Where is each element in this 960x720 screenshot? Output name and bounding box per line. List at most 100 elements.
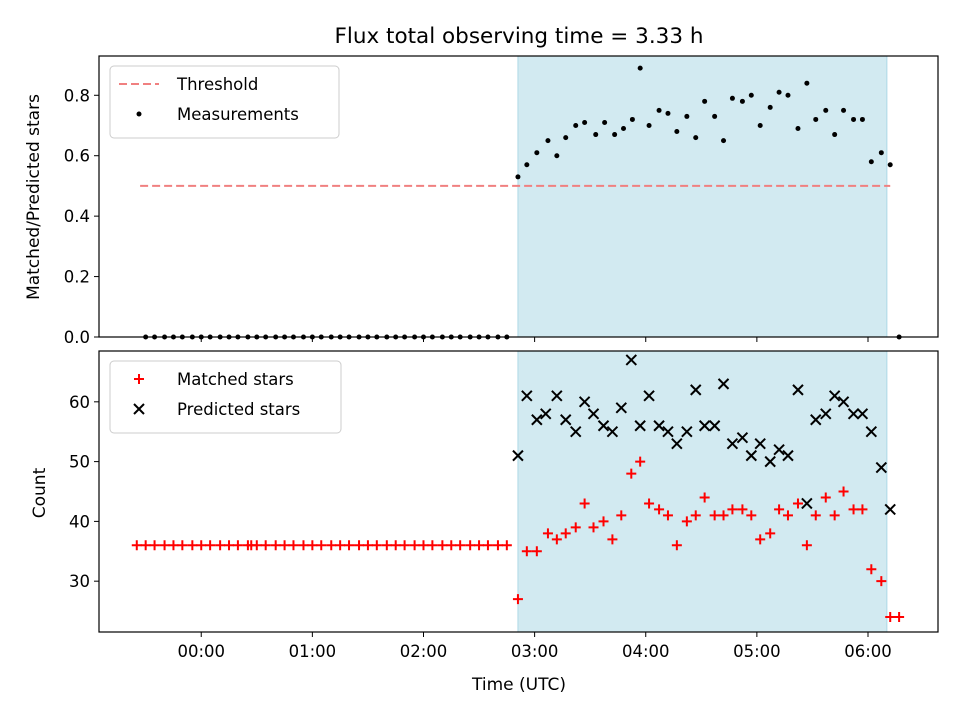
legend-label: Measurements: [177, 105, 299, 124]
measurement-point: [757, 122, 763, 128]
matched-star-point: [335, 540, 346, 551]
predicted-star-point: [587, 408, 600, 420]
matched-star-point: [354, 540, 365, 551]
measurement-point: [693, 135, 699, 141]
top-legend-box: [109, 65, 340, 139]
matched-star-point: [765, 528, 776, 539]
bottom-axes-frame: [98, 350, 939, 633]
matched-star-point: [501, 540, 512, 551]
top-axes-frame: [98, 55, 939, 338]
measurement-point: [767, 104, 773, 110]
measurement-point: [776, 89, 782, 95]
measurement-point: [887, 162, 893, 168]
matched-star-point: [626, 468, 637, 479]
top-legend: Threshold Measurements: [109, 65, 340, 139]
predicted-star-point: [856, 408, 869, 420]
matched-star-point: [616, 510, 627, 521]
matched-star-point: [307, 540, 318, 551]
measurement-point: [515, 174, 521, 180]
legend-measurements-swatch: [136, 111, 142, 117]
x-tick-label: 00:00: [177, 642, 225, 661]
matched-star-point: [644, 498, 655, 509]
matched-star-point: [140, 540, 151, 551]
matched-star-point: [774, 504, 785, 515]
matched-star-point: [187, 540, 198, 551]
matched-star-point: [381, 540, 392, 551]
predicted-star-point: [754, 437, 766, 450]
predicted-star-point: [512, 449, 524, 462]
predicted-star-point: [625, 354, 638, 366]
matched-star-point: [215, 540, 226, 551]
predicted-star-point: [540, 408, 552, 420]
matched-star-point: [446, 540, 457, 551]
matched-star-point: [838, 486, 849, 497]
predicted-star-point: [551, 390, 563, 402]
predicted-star-point: [634, 420, 646, 432]
measurement-point: [841, 107, 847, 113]
matched-star-point: [270, 540, 281, 551]
x-tick-label: 04:00: [622, 642, 670, 661]
predicted-star-point: [521, 390, 533, 402]
bottom-legend-box: [109, 360, 342, 434]
measurement-point: [573, 122, 579, 128]
matched-star-point: [570, 522, 581, 533]
matched-star-point: [671, 540, 682, 551]
matched-star-point: [598, 516, 609, 527]
predicted-star-point: [662, 426, 674, 438]
predicted-star-point: [865, 426, 878, 438]
matched-star-point: [848, 504, 859, 515]
x-tick-label: 01:00: [289, 642, 337, 661]
matched-star-point: [866, 564, 877, 575]
measurement-point: [656, 107, 662, 113]
predicted-star-point: [643, 390, 655, 402]
predicted-star-point: [690, 384, 702, 396]
matched-star-point: [512, 594, 523, 605]
top-y-tick-label: 0.8: [64, 86, 90, 105]
matched-star-point: [196, 540, 207, 551]
matched-star-point: [362, 540, 373, 551]
measurement-point: [646, 122, 652, 128]
matched-star-point: [437, 540, 448, 551]
matched-star-point: [709, 510, 720, 521]
matched-star-point: [205, 540, 216, 551]
predicted-star-point: [745, 449, 758, 462]
measurement-point: [739, 98, 745, 104]
predicted-star-point: [531, 414, 543, 426]
matched-star-point: [792, 498, 803, 509]
bottom-y-tick-label: 40: [69, 512, 90, 531]
legend-label: Threshold: [176, 75, 258, 94]
top-observing-window: [517, 56, 887, 337]
predicted-star-point: [671, 437, 683, 450]
bottom-y-tick-label: 30: [69, 572, 90, 591]
predicted-star-point: [597, 420, 610, 432]
matched-star-point: [579, 498, 590, 509]
matched-star-point: [316, 540, 327, 551]
matched-star-point: [894, 612, 905, 623]
bottom-y-tick-label: 50: [69, 453, 90, 472]
matched-star-point: [288, 540, 299, 551]
matched-star-point: [727, 504, 738, 515]
matched-star-point: [149, 540, 160, 551]
measurement-point: [804, 80, 810, 86]
measurement-point: [637, 65, 643, 71]
bottom-legend: Matched stars Predicted stars: [109, 360, 342, 434]
predicted-star-point: [717, 378, 730, 390]
matched-star-point: [810, 510, 821, 521]
measurement-point: [702, 98, 708, 104]
predicted-star-point: [801, 497, 813, 510]
predicted-star-point: [820, 408, 832, 420]
matched-star-point: [857, 504, 868, 515]
measurement-point: [563, 135, 569, 141]
measurement-point: [868, 159, 874, 165]
predicted-star-point: [615, 402, 627, 414]
x-axis-label: Time (UTC): [471, 675, 566, 695]
matched-star-point: [718, 510, 729, 521]
measurement-point: [721, 138, 727, 144]
matched-star-point: [177, 540, 188, 551]
matched-star-point: [492, 540, 503, 551]
measurement-point: [684, 113, 690, 119]
measurement-point: [602, 119, 608, 125]
bottom-y-tick-label: 60: [69, 393, 90, 412]
bottom-series-0: [131, 456, 905, 623]
